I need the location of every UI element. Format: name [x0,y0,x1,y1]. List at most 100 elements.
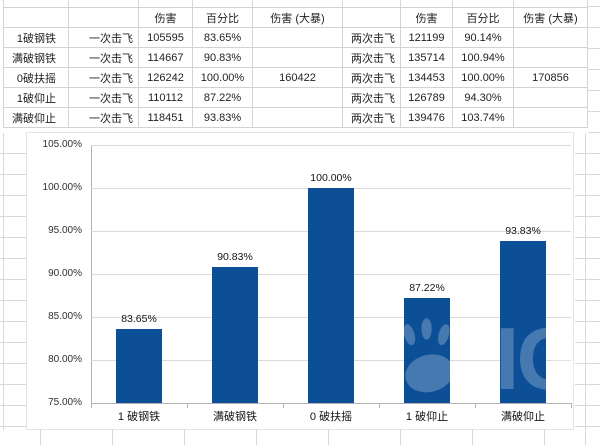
cell-hit2[interactable]: 两次击飞 [342,107,401,128]
header-empty[interactable] [68,7,139,28]
sheet-grid-col-line [342,0,343,7]
cell-hit1[interactable]: 一次击飞 [68,67,139,88]
cell-dmg2[interactable]: 139476 [400,107,453,128]
cell-pct2[interactable]: 100.00% [452,67,514,88]
axis-tick [187,403,188,408]
header-damage-crit-1[interactable]: 伤害 (大暴) [252,7,343,28]
sheet-grid-top-right [588,0,600,133]
cell-crit2[interactable] [513,107,588,128]
cell-crit1[interactable] [252,27,343,48]
cell-crit1[interactable]: 160422 [252,67,343,88]
cell-dmg2[interactable]: 135714 [400,47,453,68]
cell-dmg1[interactable]: 114667 [138,47,193,68]
cell-hit1[interactable]: 一次击飞 [68,107,139,128]
sheet-grid-col-line [513,0,514,7]
bar [308,188,354,403]
table-row: 0破扶摇 一次击飞 126242 100.00% 160422 两次击飞 134453 100… [3,67,588,88]
sheet-grid-right-line [585,133,586,445]
damage-comparison-table: 伤害 百分比 伤害 (大暴) 伤害 百分比 伤害 (大暴) 1破钢铁 一次击飞 10… [3,7,588,128]
table-header-row: 伤害 百分比 伤害 (大暴) 伤害 百分比 伤害 (大暴) [3,7,588,28]
cell-label[interactable]: 0破扶摇 [3,67,69,88]
cell-dmg1[interactable]: 105595 [138,27,193,48]
category-label: 0 破扶摇 [309,411,353,423]
bar-value-label: 83.65% [121,312,157,325]
cell-pct1[interactable]: 87.22% [192,87,253,108]
sheet-grid-col-line [3,0,4,7]
category-label: 1 破仰止 [405,411,449,423]
bar [500,241,546,403]
bar [212,266,258,403]
axis-tick [475,403,476,408]
table-row: 1破仰止 一次击飞 110112 87.22% 两次击飞 126789 94.30% [3,87,588,108]
table-row: 1破钢铁 一次击飞 105595 83.65% 两次击飞 121199 90.14% [3,27,588,48]
bar-value-label: 100.00% [310,172,352,184]
y-axis-label: 75.00% [48,397,82,408]
header-percent-2[interactable]: 百分比 [452,7,514,28]
cell-dmg2[interactable]: 126789 [400,87,453,108]
bar-value-label: 93.83% [505,225,541,238]
cell-crit1[interactable] [252,87,343,108]
bar [404,297,450,403]
table-row: 满破钢铁 一次击飞 114667 90.83% 两次击飞 135714 100.94% [3,47,588,68]
y-axis-label: 80.00% [48,354,82,365]
cell-hit1[interactable]: 一次击飞 [68,47,139,68]
y-axis-label: 90.00% [48,268,82,279]
header-percent-1[interactable]: 百分比 [192,7,253,28]
cell-label[interactable]: 满破仰止 [3,107,69,128]
cell-label[interactable]: 满破钢铁 [3,47,69,68]
cell-crit2[interactable] [513,87,588,108]
cell-dmg2[interactable]: 121199 [400,27,453,48]
bar-value-label: 87.22% [409,281,445,294]
cell-hit2[interactable]: 两次击飞 [342,47,401,68]
cell-pct2[interactable]: 103.74% [452,107,514,128]
cell-hit2[interactable]: 两次击飞 [342,67,401,88]
cell-crit2[interactable] [513,27,588,48]
y-axis-label: 105.00% [42,139,82,150]
sheet-grid-top [0,0,600,7]
cell-dmg1[interactable]: 110112 [138,87,193,108]
cell-pct1[interactable]: 90.83% [192,47,253,68]
sheet-grid-left-line [3,133,4,430]
cell-pct1[interactable]: 100.00% [192,67,253,88]
sheet-grid-col-line [452,0,453,7]
y-axis-label: 95.00% [48,225,82,236]
cell-pct1[interactable]: 93.83% [192,107,253,128]
cell-crit2[interactable] [513,47,588,68]
sheet-grid-col-line [252,0,253,7]
cell-dmg1[interactable]: 126242 [138,67,193,88]
cell-dmg2[interactable]: 134453 [400,67,453,88]
cell-hit2[interactable]: 两次击飞 [342,27,401,48]
bar-chart[interactable]: 105.00% 100.00% 95.00% 90.00% 85.00% 80.00% 75… [26,132,585,430]
axis-tick [571,403,572,408]
axis-tick [283,403,284,408]
table-row: 满破仰止 一次击飞 118451 93.83% 两次击飞 139476 103.74% [3,107,588,128]
axis-tick [91,403,92,408]
bar [116,328,162,403]
cell-dmg1[interactable]: 118451 [138,107,193,128]
sheet-grid-right [575,133,600,445]
cell-crit1[interactable] [252,107,343,128]
category-label: 满破仰止 [501,411,545,423]
cell-label[interactable]: 1破仰止 [3,87,69,108]
x-axis-line [91,403,571,404]
cell-crit1[interactable] [252,47,343,68]
cell-crit2[interactable]: 170856 [513,67,588,88]
cell-label[interactable]: 1破钢铁 [3,27,69,48]
header-damage-2[interactable]: 伤害 [400,7,453,28]
cell-pct1[interactable]: 83.65% [192,27,253,48]
cell-hit1[interactable]: 一次击飞 [68,87,139,108]
cell-hit2[interactable]: 两次击飞 [342,87,401,108]
header-damage-crit-2[interactable]: 伤害 (大暴) [513,7,588,28]
category-label: 1 破钢铁 [117,411,161,423]
header-empty[interactable] [3,7,69,28]
sheet-grid-left [0,133,26,445]
header-damage-1[interactable]: 伤害 [138,7,193,28]
cell-hit1[interactable]: 一次击飞 [68,27,139,48]
cell-pct2[interactable]: 94.30% [452,87,514,108]
cell-pct2[interactable]: 90.14% [452,27,514,48]
cell-pct2[interactable]: 100.94% [452,47,514,68]
header-empty[interactable] [342,7,401,28]
sheet-grid-col-line [68,0,69,7]
sheet-grid-col-line [587,0,588,7]
